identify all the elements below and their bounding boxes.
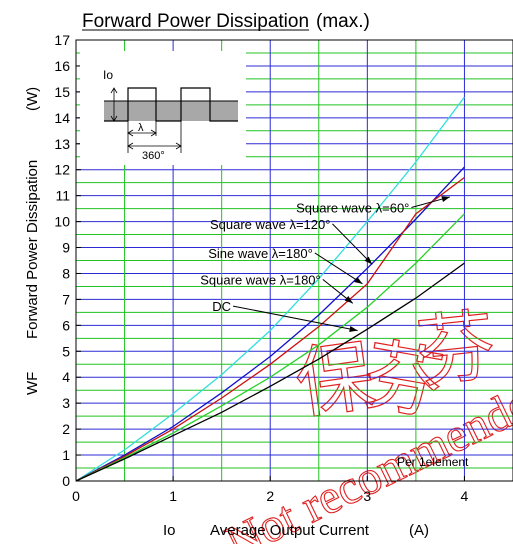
x-tick-label: 2 [266, 488, 274, 504]
series-label-arrow [332, 223, 373, 265]
series-label: DC [212, 299, 231, 314]
y-tick-label: 14 [54, 110, 70, 126]
series-line [75, 166, 465, 482]
x-tick-label: 0 [72, 488, 80, 504]
chart-title-suffix: (max.) [316, 11, 370, 32]
series-line [75, 262, 465, 482]
series-labels: Square wave λ=60°Square wave λ=120° Sine … [200, 196, 451, 332]
x-axis-symbol: Io [163, 522, 176, 539]
y-tick-label: 10 [54, 214, 70, 230]
y-tick-label: 13 [54, 136, 70, 152]
inset-period-label: 360° [142, 150, 165, 162]
y-tick-label: 3 [62, 395, 70, 411]
y-tick-label: 15 [54, 84, 70, 100]
series-label-arrowhead [344, 295, 353, 304]
y-tick-label: 2 [62, 421, 70, 437]
y-tick-label: 0 [62, 473, 70, 489]
y-axis-label: Forward Power Dissipation [24, 160, 41, 339]
y-tick-label: 17 [54, 32, 70, 48]
x-axis-label: Average Output Current [210, 522, 370, 539]
chart-title: Forward Power Dissipation [82, 11, 309, 32]
x-tick-label: 3 [363, 488, 371, 504]
series-label: Square wave λ=120° [210, 217, 330, 232]
inset-lambda-label: λ [138, 122, 144, 134]
series-label-arrow [314, 252, 363, 285]
series-label-arrowhead [354, 276, 363, 284]
y-tick-label: 11 [55, 188, 70, 204]
series-label: Square wave λ=180° [200, 272, 320, 287]
inset-io-label: Io [103, 68, 113, 82]
y-tick-label: 8 [62, 265, 70, 281]
per-element-note: Per 1element [397, 455, 469, 469]
x-tick-label: 1 [169, 488, 177, 504]
y-tick-label: 6 [62, 317, 70, 333]
y-tick-label: 9 [62, 240, 70, 256]
series-line [75, 176, 465, 482]
watermark-glyph: 保 [290, 331, 380, 431]
y-tick-label: 7 [62, 291, 70, 307]
series-line [75, 96, 465, 482]
y-tick-label: 4 [62, 369, 70, 385]
plot-frame [75, 39, 513, 482]
y-tick-label: 12 [54, 162, 70, 178]
y-tick-label: 5 [62, 343, 70, 359]
x-tick-label: 4 [461, 488, 469, 504]
series-label-arrow [232, 305, 358, 332]
series-lines [75, 96, 465, 482]
series-label: Square wave λ=60° [296, 201, 409, 216]
series-label-arrowhead [349, 326, 358, 332]
watermark-glyph: 芬 [357, 330, 449, 432]
watermark-glyph: 芬 [413, 301, 500, 399]
y-tick-label: 16 [54, 58, 70, 74]
y-axis-unit: (W) [24, 87, 41, 111]
waveform-inset: Io λ 360° [80, 51, 246, 165]
series-label-arrowhead [364, 256, 373, 265]
series-label-arrowhead [441, 196, 450, 202]
x-axis-unit: (A) [409, 522, 429, 539]
series-label: Sine wave λ=180° [208, 246, 313, 261]
series-line [75, 213, 465, 482]
y-axis-symbol: WF [24, 372, 41, 395]
y-tick-label: 1 [62, 447, 70, 463]
